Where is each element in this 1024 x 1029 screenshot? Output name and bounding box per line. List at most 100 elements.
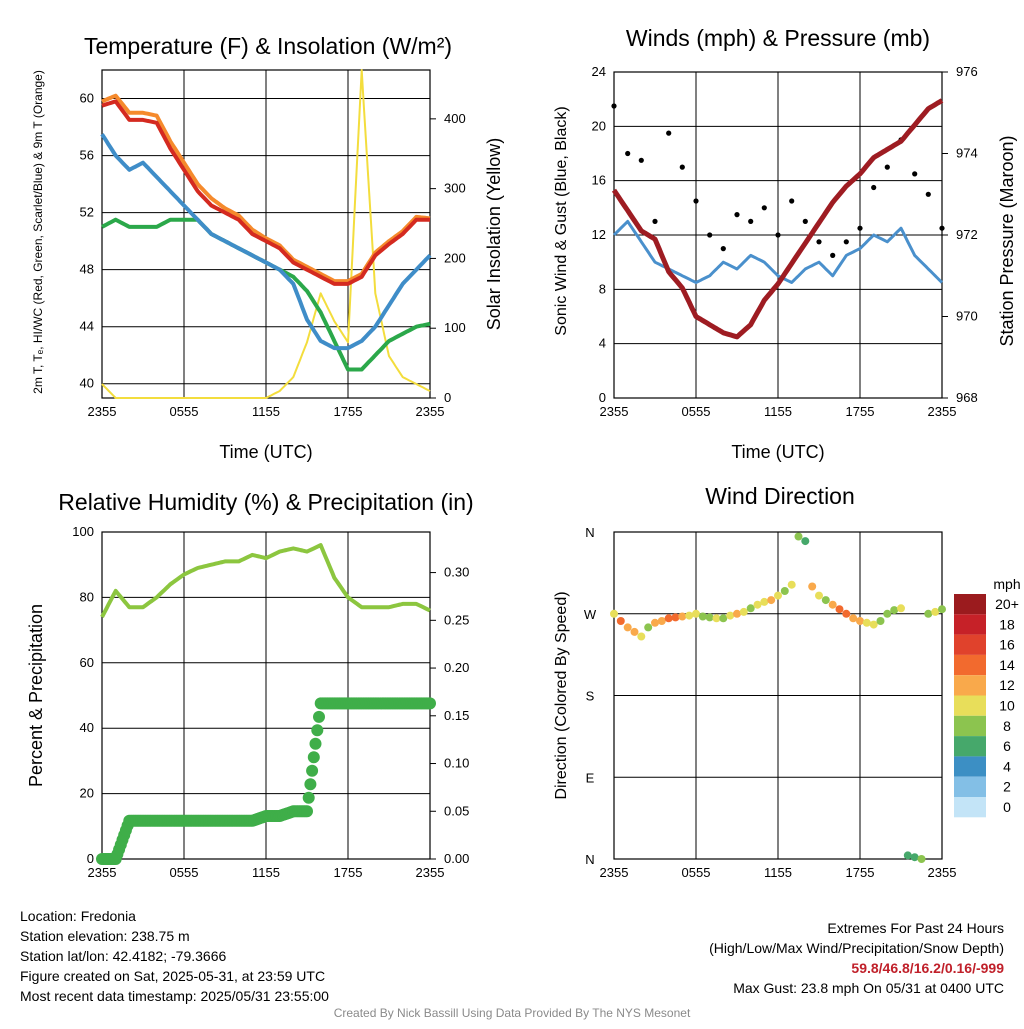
legend-label: 4	[1003, 758, 1011, 774]
rh-ytick-label: 60	[80, 655, 94, 670]
recent-text: Most recent data timestamp: 2025/05/31 2…	[20, 988, 329, 1004]
direction-point	[616, 617, 625, 625]
legend-label: 12	[999, 677, 1015, 693]
direction-point	[849, 614, 858, 623]
direction-point	[794, 532, 803, 541]
legend-label: 20+	[995, 596, 1019, 612]
wind-ytick-label: 8	[599, 281, 606, 296]
direction-point	[726, 611, 735, 620]
legend-label: 14	[999, 657, 1015, 673]
precip-point	[307, 751, 320, 764]
wind-ylabel-left: Sonic Wind & Gust (Blue, Black)	[553, 106, 570, 335]
dir-xtick-label: 1155	[764, 865, 792, 880]
wind-gust-point	[611, 103, 617, 109]
direction-point	[678, 612, 687, 621]
direction-point	[828, 600, 837, 609]
temp-xtick-label: 2355	[88, 404, 117, 419]
temp-ytick-label: 44	[80, 319, 94, 334]
wind-ytick-label: 20	[592, 118, 606, 133]
station-info: Location: Fredonia Station elevation: 23…	[20, 906, 329, 1006]
temp-y2tick-label: 300	[444, 181, 466, 196]
wind-gust-point	[816, 239, 822, 245]
direction-point	[931, 607, 940, 616]
wind-gust-point	[802, 218, 808, 224]
elevation-text: Station elevation: 238.75 m	[20, 928, 190, 944]
legend-swatch	[954, 675, 986, 696]
temp-title: Temperature (F) & Insolation (W/m²)	[84, 33, 452, 59]
legend-label: 18	[999, 616, 1015, 632]
wind-y2tick-label: 974	[956, 146, 978, 161]
precip-point	[302, 791, 315, 804]
direction-point	[835, 605, 844, 614]
dir-ytick-label: N	[585, 852, 594, 867]
direction-point	[924, 609, 933, 618]
direction-point	[938, 605, 946, 614]
wind-ytick-label: 24	[592, 64, 606, 79]
temp-y2tick-label: 100	[444, 320, 466, 335]
direction-point	[719, 614, 728, 623]
wind-gust-point	[720, 246, 726, 252]
legend-label: 0	[1003, 799, 1011, 815]
precip-point	[304, 778, 317, 791]
credit-text: Created By Nick Bassill Using Data Provi…	[333, 1006, 691, 1020]
temp-xtick-label: 1155	[252, 404, 280, 419]
wind-gust-point	[748, 218, 754, 224]
legend-swatch	[954, 695, 986, 716]
temp-ylabel-right: Solar Insolation (Yellow)	[484, 138, 504, 330]
rh-y2tick-label: 0.15	[444, 708, 469, 723]
direction-point	[890, 606, 899, 615]
direction-point	[801, 537, 810, 546]
direction-point	[842, 609, 851, 618]
wind-ytick-label: 0	[599, 390, 606, 405]
direction-point	[780, 587, 789, 595]
direction-point	[698, 612, 707, 621]
direction-point	[664, 614, 673, 623]
wind-gust-point	[761, 205, 767, 211]
created-text: Figure created on Sat, 2025-05-31, at 23…	[20, 968, 326, 984]
temp-y2tick-label: 200	[444, 250, 466, 265]
wind-xtick-label: 1755	[846, 404, 875, 419]
direction-point	[630, 627, 639, 636]
rh-y2tick-label: 0.00	[444, 851, 469, 866]
dir-ytick-label: E	[586, 770, 595, 785]
direction-point	[692, 609, 700, 618]
direction-point	[883, 609, 892, 618]
wind-xtick-label: 0555	[682, 404, 711, 419]
direction-point	[808, 582, 817, 591]
dir-ytick-label: S	[586, 689, 595, 704]
direction-point	[746, 604, 755, 613]
temp-y2tick-label: 400	[444, 111, 466, 126]
extremes-subtitle: (High/Low/Max Wind/Precipitation/Snow De…	[709, 940, 1004, 956]
direction-point	[733, 609, 741, 618]
temp-xtick-label: 1755	[334, 404, 363, 419]
direction-point	[657, 617, 666, 625]
rh-ytick-label: 0	[87, 851, 94, 866]
precip-point	[311, 724, 324, 737]
direction-point	[917, 855, 926, 863]
wind-xtick-label: 1155	[764, 404, 792, 419]
temp-xtick-label: 2355	[416, 404, 445, 419]
wind-ytick-label: 4	[599, 336, 606, 351]
direction-point	[739, 607, 748, 616]
dir-ylabel-left: Direction (Colored By Speed)	[553, 591, 570, 799]
dir-xtick-label: 2355	[600, 865, 629, 880]
wind-gust-point	[912, 171, 918, 177]
direction-point	[815, 591, 823, 600]
wind-ytick-label: 12	[592, 227, 606, 242]
legend-swatch	[954, 715, 986, 737]
wind-y2tick-label: 976	[956, 64, 978, 79]
temp-ytick-label: 60	[80, 91, 94, 106]
rh-ylabel-left: Percent & Precipitation	[26, 604, 46, 787]
direction-point	[774, 591, 782, 600]
temp-line-blue	[100, 133, 432, 351]
direction-point	[685, 611, 694, 620]
legend-swatch	[954, 614, 986, 635]
precip-point	[424, 697, 436, 710]
wind-gust-point	[625, 150, 631, 157]
wind-gust-point	[666, 130, 672, 136]
direction-point	[712, 614, 721, 623]
temp-ylabel-left: 2m T, Tₑ, HI/WC (Red, Green, Scarlet/Blu…	[31, 70, 45, 394]
temp-ytick-label: 40	[80, 376, 94, 391]
direction-point	[637, 632, 646, 641]
wind-ylabel-right: Station Pressure (Maroon)	[997, 135, 1017, 346]
